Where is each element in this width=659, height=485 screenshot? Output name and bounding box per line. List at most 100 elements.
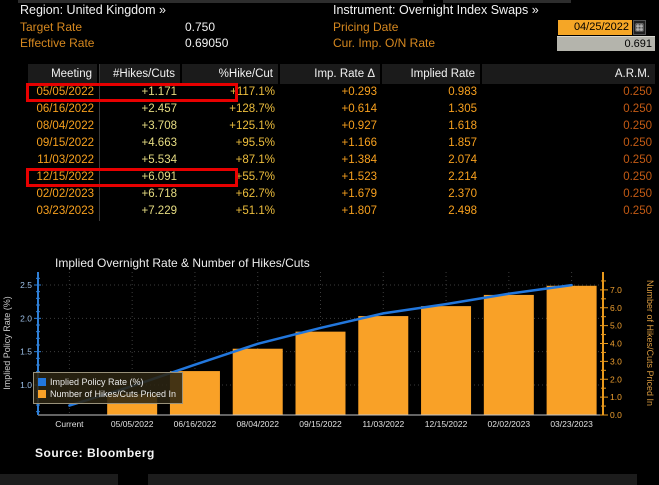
table-cell: 0.250 <box>623 188 652 200</box>
table-cell: 0.250 <box>623 86 652 98</box>
bar <box>358 316 409 415</box>
svg-text:1.0: 1.0 <box>20 380 32 390</box>
source-credit: Source: Bloomberg <box>35 446 155 460</box>
svg-text:06/16/2022: 06/16/2022 <box>174 419 217 429</box>
table-row[interactable]: 08/04/2022 +3.708 +125.1% +0.927 1.618 0.250 <box>28 118 657 135</box>
table-row[interactable]: 02/02/2023 +6.718 +62.7% +1.679 2.370 0.250 <box>28 186 657 203</box>
legend-swatch-icon <box>38 390 46 398</box>
table-row[interactable]: 03/23/2023 +7.229 +51.1% +1.807 2.498 0.250 <box>28 203 657 220</box>
bar <box>232 348 283 415</box>
svg-text:03/23/2023: 03/23/2023 <box>550 419 593 429</box>
svg-text:7.0: 7.0 <box>610 285 622 295</box>
table-cell: +6.091 <box>141 171 178 183</box>
table-cell: 0.250 <box>623 103 652 115</box>
target-rate-value: 0.750 <box>185 20 216 34</box>
top-toolbar-strip <box>443 0 571 3</box>
bar <box>483 294 534 415</box>
table-cell: 0.983 <box>448 86 477 98</box>
table-cell: +1.166 <box>341 137 378 149</box>
table-row[interactable]: 12/15/2022 +6.091 +55.7% +1.523 2.214 0.250 <box>28 169 657 186</box>
svg-text:12/15/2022: 12/15/2022 <box>425 419 468 429</box>
table-cell: +87.1% <box>235 154 275 166</box>
table-cell: +62.7% <box>235 188 275 200</box>
table-cell: 12/15/2022 <box>36 171 94 183</box>
table-cell: +1.523 <box>341 171 378 183</box>
table-cell: 0.250 <box>623 137 652 149</box>
table-cell: +4.663 <box>141 137 178 149</box>
bar <box>295 331 346 415</box>
hikes-chart: 1.0 1.5 2.0 2.5 0.0 1.0 2.0 3.0 4.0 5.0 6.0 7.0 Curr… <box>2 272 655 429</box>
calendar-icon[interactable]: ▦ <box>633 20 646 35</box>
table-row[interactable]: 06/16/2022 +2.457 +128.7% +0.614 1.305 0.250 <box>28 101 657 118</box>
svg-text:3.0: 3.0 <box>610 356 622 366</box>
effective-rate-label: Effective Rate <box>20 36 95 50</box>
legend-item: Implied Policy Rate (%) <box>38 376 176 388</box>
table-cell: 2.214 <box>448 171 477 183</box>
column-header: Meeting <box>28 64 99 84</box>
table-cell: 09/15/2022 <box>36 137 94 149</box>
table-row[interactable]: 05/05/2022 +1.171 +117.1% +0.293 0.983 0.250 <box>28 84 657 101</box>
table-cell: 08/04/2022 <box>36 120 94 132</box>
table-row[interactable]: 11/03/2022 +5.534 +87.1% +1.384 2.074 0.250 <box>28 152 657 169</box>
pricing-date-input[interactable]: 04/25/2022 <box>558 20 632 35</box>
table-cell: 2.074 <box>448 154 477 166</box>
table-cell: 1.857 <box>448 137 477 149</box>
top-toolbar-strip <box>18 0 423 3</box>
table-cell: 11/03/2022 <box>37 154 94 166</box>
right-axis-title: Number of Hikes/Cuts Priced In <box>645 280 655 406</box>
svg-text:6.0: 6.0 <box>610 303 622 313</box>
region-link[interactable]: Region: United Kingdom » <box>20 3 166 17</box>
table-cell: 0.250 <box>623 171 652 183</box>
svg-text:5.0: 5.0 <box>610 321 622 331</box>
svg-text:Current: Current <box>55 419 84 429</box>
svg-text:2.0: 2.0 <box>20 313 32 323</box>
legend-label: Number of Hikes/Cuts Priced In <box>50 389 177 399</box>
table-cell: +5.534 <box>141 154 178 166</box>
effective-rate-value: 0.69050 <box>185 36 229 50</box>
svg-text:0.0: 0.0 <box>610 410 622 420</box>
svg-text:09/15/2022: 09/15/2022 <box>299 419 342 429</box>
legend-label: Implied Policy Rate (%) <box>50 377 144 387</box>
table-cell: 02/02/2023 <box>36 188 94 200</box>
chart-legend: Implied Policy Rate (%) Number of Hikes/C… <box>33 372 184 404</box>
table-cell: 03/23/2023 <box>36 205 94 217</box>
table-cell: +6.718 <box>141 188 178 200</box>
svg-text:1.5: 1.5 <box>20 347 32 357</box>
svg-text:02/02/2023: 02/02/2023 <box>488 419 531 429</box>
column-header: %Hike/Cut <box>182 64 280 84</box>
table-cell: +0.293 <box>341 86 378 98</box>
column-header: A.R.M. <box>482 64 657 84</box>
table-cell: 0.250 <box>623 120 652 132</box>
bottom-bar-segment <box>0 474 118 485</box>
table-cell: 1.305 <box>448 103 477 115</box>
table-cell: +7.229 <box>141 205 178 217</box>
left-axis-title: Implied Policy Rate (%) <box>2 296 12 390</box>
table-cell: +2.457 <box>141 103 178 115</box>
table-cell: +55.7% <box>235 171 275 183</box>
bottom-bar-segment <box>148 474 637 485</box>
meetings-table: Meeting #Hikes/Cuts %Hike/Cut Imp. Rate Δ Im… <box>28 64 657 220</box>
table-cell: +1.384 <box>341 154 378 166</box>
bar-series <box>107 285 597 415</box>
svg-text:08/04/2022: 08/04/2022 <box>236 419 279 429</box>
svg-text:2.0: 2.0 <box>610 374 622 384</box>
table-cell: +51.1% <box>235 205 275 217</box>
instrument-link[interactable]: Instrument: Overnight Index Swaps » <box>333 3 539 17</box>
table-row[interactable]: 09/15/2022 +4.663 +95.5% +1.166 1.857 0.250 <box>28 135 657 152</box>
table-cell: +3.708 <box>141 120 178 132</box>
table-cell: +117.1% <box>230 86 275 98</box>
svg-text:05/05/2022: 05/05/2022 <box>111 419 154 429</box>
svg-text:4.0: 4.0 <box>610 339 622 349</box>
column-header: #Hikes/Cuts <box>99 64 182 84</box>
table-cell: +95.5% <box>235 137 275 149</box>
table-cell: 1.618 <box>448 120 477 132</box>
table-cell: +1.171 <box>141 86 178 98</box>
pricing-date-label: Pricing Date <box>333 20 399 34</box>
column-header: Implied Rate <box>382 64 482 84</box>
table-cell: +0.614 <box>341 103 378 115</box>
table-header-row: Meeting #Hikes/Cuts %Hike/Cut Imp. Rate Δ Im… <box>28 64 657 84</box>
svg-text:2.5: 2.5 <box>20 280 32 290</box>
cur-imp-rate-field[interactable]: 0.691 <box>557 36 655 51</box>
cur-imp-rate-label: Cur. Imp. O/N Rate <box>333 36 436 50</box>
